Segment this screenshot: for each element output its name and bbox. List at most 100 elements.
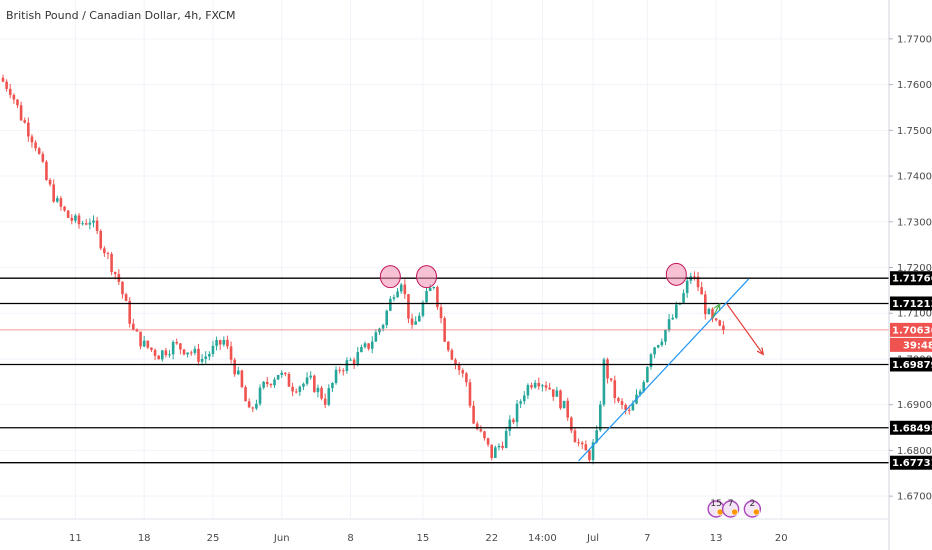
candle-body [142, 340, 146, 347]
candle-body [106, 253, 110, 255]
candle-body [656, 345, 660, 348]
candle-body [81, 223, 84, 225]
candle-body [685, 280, 689, 294]
candle [92, 215, 95, 228]
candle [711, 307, 714, 323]
candle [537, 377, 541, 390]
candle-body [349, 359, 352, 361]
candle [472, 401, 475, 425]
candle [501, 441, 504, 451]
candle [338, 366, 341, 374]
candle-body [450, 350, 454, 360]
candle-body [1, 77, 5, 82]
candle-body [244, 387, 247, 402]
level-price-label-text: 1.71213 [892, 299, 932, 310]
candle [606, 357, 609, 384]
x-tick-label: Jul [586, 533, 599, 544]
candle [106, 251, 110, 260]
candle-body [153, 349, 157, 356]
candle-body [714, 318, 718, 321]
candle [580, 441, 584, 450]
candle [117, 269, 121, 286]
candle-body [570, 417, 573, 431]
candle [548, 383, 551, 390]
candle [103, 246, 106, 257]
candle [193, 345, 197, 356]
candle-body [204, 356, 208, 359]
candle-body [472, 405, 475, 424]
candle [646, 366, 649, 383]
candle [345, 357, 349, 374]
candle [602, 357, 606, 407]
candle [341, 368, 345, 376]
x-tick-label: 15 [417, 533, 430, 544]
level-price-label: 1.71213 [890, 296, 932, 311]
candle [367, 343, 370, 351]
candle [327, 384, 331, 407]
candle [251, 406, 255, 413]
candle-body [222, 339, 226, 345]
candle-body [74, 215, 77, 221]
event-badge-flag-icon [731, 508, 739, 516]
candle-body [508, 419, 512, 431]
candle-body [707, 308, 711, 315]
x-tick-label: 13 [710, 533, 723, 544]
candle [541, 383, 544, 392]
candle-body [446, 341, 450, 351]
projection-up-arrow [711, 302, 721, 319]
candle [313, 374, 316, 393]
candle-body [182, 349, 186, 355]
candle-body [501, 445, 504, 448]
candle [41, 151, 45, 164]
candle-body [591, 442, 595, 461]
candle-body [421, 302, 425, 316]
candle-body [515, 403, 519, 423]
candle [635, 389, 638, 405]
candle-body [722, 325, 725, 330]
candle-body [265, 381, 269, 385]
candle-body [367, 343, 370, 349]
candle [468, 378, 472, 409]
candle [179, 342, 182, 355]
current-price-label: 1.70636 [890, 322, 932, 337]
event-badge-flag-icon [752, 508, 760, 516]
candle-body [327, 388, 331, 405]
candle-body [519, 401, 522, 404]
candle-body [70, 217, 74, 221]
candle [1, 74, 5, 83]
level-price-label-bg [890, 455, 932, 470]
candle [624, 403, 627, 415]
candle [16, 99, 19, 109]
candle [265, 376, 269, 388]
candle-body [341, 370, 345, 372]
candle [273, 377, 276, 389]
candle [164, 347, 168, 358]
x-tick-label: 8 [347, 533, 353, 544]
candle [237, 366, 240, 376]
candle-body [573, 430, 577, 443]
candle-body [157, 355, 160, 360]
candle [414, 316, 417, 325]
candle [59, 196, 63, 211]
candle-body [378, 328, 381, 333]
candle-body [8, 88, 12, 95]
candle-body [52, 184, 55, 202]
candle [613, 375, 617, 404]
candle-body [533, 382, 537, 388]
projection-up-arrow-head [713, 302, 721, 312]
candle [298, 385, 302, 396]
candle [555, 386, 559, 397]
candle-body [331, 382, 334, 389]
x-tick-label: 25 [207, 533, 220, 544]
candle [305, 372, 309, 386]
candle-body [247, 401, 251, 408]
candle [465, 371, 468, 387]
candle-body [218, 340, 222, 345]
level-price-label-bg [890, 357, 932, 372]
candle-body [497, 445, 501, 448]
candle-body [465, 373, 468, 383]
candle [649, 352, 653, 370]
candle-body [526, 385, 530, 396]
candle-body [577, 442, 580, 444]
